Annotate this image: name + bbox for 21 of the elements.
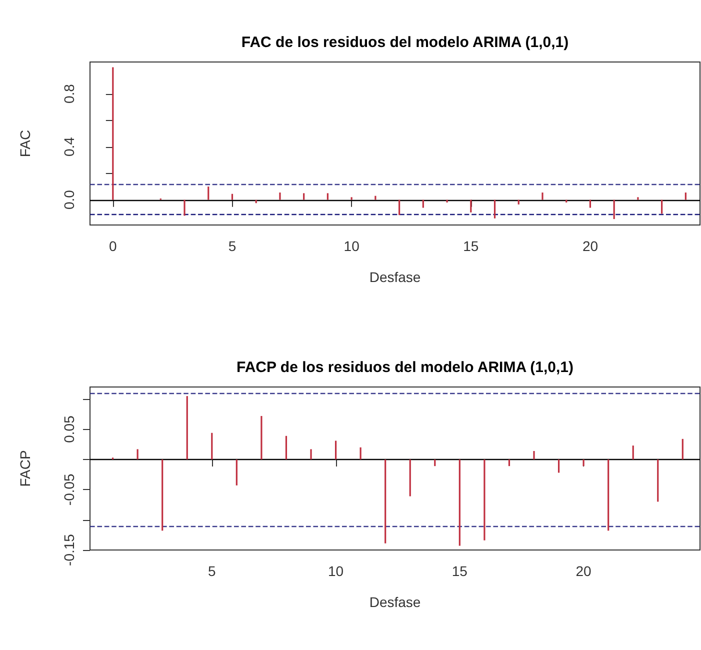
y-tick-label: 0.8 (61, 84, 77, 104)
x-tick-label: 0 (109, 238, 118, 254)
chart-title: FACP de los residuos del modelo ARIMA (1,0,1) (236, 359, 574, 376)
x-tick-label: 10 (344, 238, 360, 254)
x-tick-label: 20 (582, 238, 598, 254)
x-tick-label: 20 (576, 563, 592, 579)
y-tick-label: -0.05 (61, 473, 77, 506)
x-tick-label: 15 (463, 238, 479, 254)
x-tick-label: 10 (328, 563, 344, 579)
y-tick-label: 0.4 (61, 136, 77, 157)
y-tick-label: 0.0 (61, 190, 77, 210)
y-tick-label: -0.15 (61, 534, 77, 566)
y-axis-title: FACP (17, 450, 33, 487)
y-axis-title: FAC (17, 130, 33, 158)
x-tick-label: 5 (228, 238, 236, 254)
x-axis-title: Desfase (369, 269, 421, 285)
chart-title: FAC de los residuos del modelo ARIMA (1,0,1) (241, 34, 569, 51)
x-tick-label: 15 (452, 563, 468, 579)
x-tick-label: 5 (208, 563, 216, 579)
x-axis-title: Desfase (369, 594, 421, 610)
y-tick-label: 0.05 (61, 415, 77, 443)
